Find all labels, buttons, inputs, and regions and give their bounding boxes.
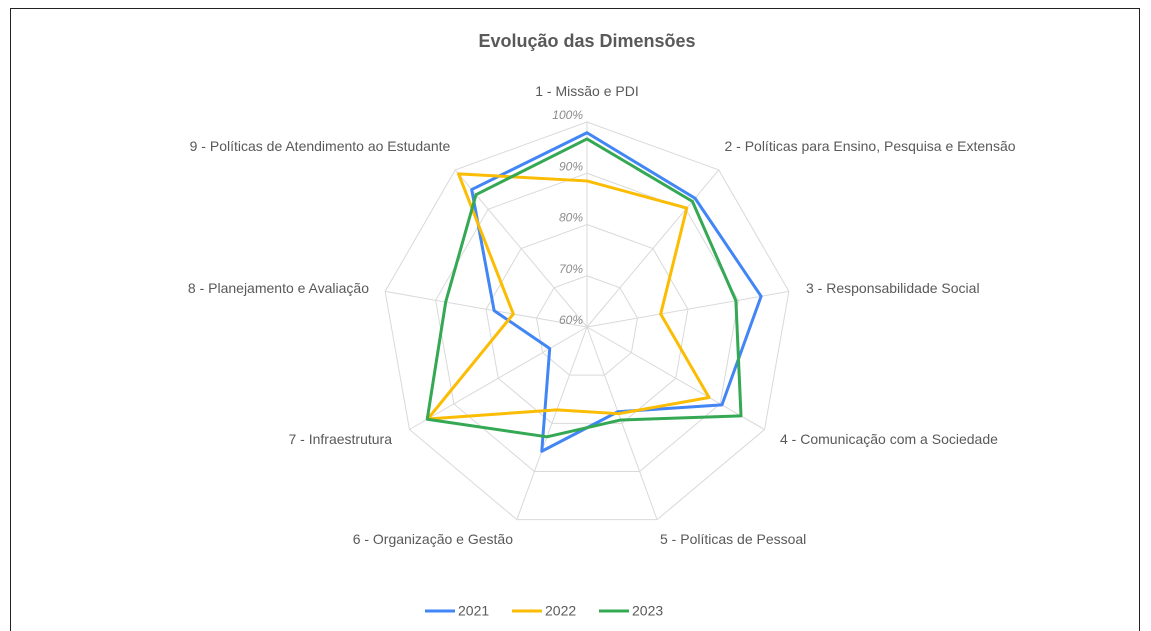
spoke	[385, 290, 588, 328]
r-tick-label: 60%	[559, 313, 583, 327]
category-label: 7 - Infraestrutura	[288, 431, 393, 447]
spoke	[516, 326, 588, 520]
category-label: 5 - Políticas de Pessoal	[660, 531, 807, 547]
legend-label: 2023	[632, 603, 663, 619]
grid-ring	[536, 275, 638, 376]
chart-title: Evolução das Dimensões	[478, 31, 695, 51]
spoke	[586, 326, 765, 430]
r-tick-label: 70%	[559, 262, 583, 276]
category-label: 8 - Planejamento e Avaliação	[187, 280, 369, 296]
spoke	[454, 169, 588, 328]
grid-ring	[384, 121, 790, 521]
spoke	[409, 326, 588, 430]
legend-label: 2022	[545, 603, 576, 619]
grid-ring	[435, 172, 739, 472]
category-label: 2 - Políticas para Ensino, Pesquisa e Ex…	[724, 138, 1016, 154]
series-line	[425, 137, 743, 439]
category-label: 4 - Comunicação com a Sociedade	[780, 431, 998, 447]
r-tick-label: 80%	[559, 211, 583, 225]
category-label: 1 - Missão e PDI	[535, 83, 639, 99]
spoke	[586, 290, 789, 328]
category-label: 3 - Responsabilidade Social	[806, 280, 980, 296]
spoke	[586, 326, 658, 520]
series-line	[426, 172, 711, 421]
category-label: 9 - Políticas de Atendimento ao Estudant…	[189, 138, 451, 154]
spoke	[586, 169, 720, 328]
r-tick-label: 90%	[559, 159, 583, 173]
chart-frame	[10, 8, 1140, 631]
series-line	[470, 131, 763, 453]
r-tick-label: 100%	[552, 108, 583, 122]
category-label: 6 - Organização e Gestão	[352, 531, 513, 547]
legend-label: 2021	[458, 603, 489, 619]
